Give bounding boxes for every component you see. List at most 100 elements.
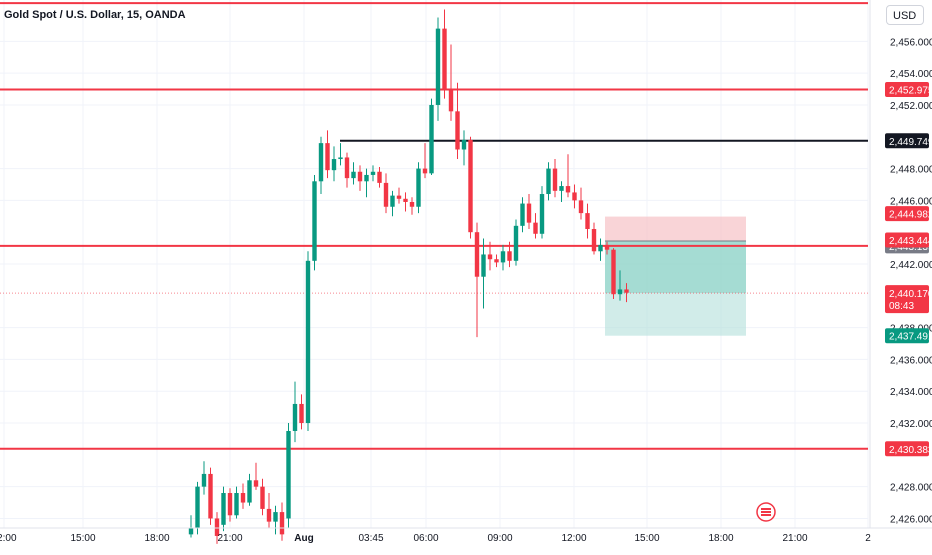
candle-body (455, 111, 460, 150)
candle-body (539, 194, 545, 234)
x-tick-label: 12:00 (0, 533, 17, 544)
candle-body (240, 493, 246, 503)
x-tick-label: 18:00 (708, 533, 733, 544)
candle-body (487, 254, 493, 260)
candle-body (468, 139, 473, 233)
candle-body (299, 403, 304, 424)
current-price-label: 2,440.170 (889, 289, 932, 300)
candle-body (227, 493, 233, 516)
candle-body (292, 403, 298, 431)
candle-body (500, 251, 506, 263)
target-price-label-bg (885, 328, 929, 344)
profit-zone-filled[interactable] (605, 241, 746, 294)
candle-body (357, 171, 363, 182)
x-tick-label: 15:00 (70, 533, 95, 544)
candle-body (409, 201, 415, 207)
candle-body (396, 195, 402, 199)
candle-body (403, 198, 408, 202)
candle-body (344, 157, 350, 179)
candle-body (208, 473, 213, 519)
stop-price-label: 2,444.982 (889, 210, 932, 221)
level-price-label-bg (885, 441, 929, 457)
y-tick-label: 2,428.000 (890, 483, 932, 494)
candle-body (461, 139, 467, 150)
x-tick-label: 2 (865, 533, 871, 544)
candle-body (273, 512, 278, 522)
y-tick-label: 2,432.000 (890, 419, 932, 430)
candle-body (305, 260, 311, 424)
currency-selector[interactable]: USD (886, 5, 924, 25)
y-tick-label: 2,456.000 (890, 37, 932, 48)
candle-body (533, 222, 538, 234)
level-price-label: 2,430.383 (889, 445, 932, 456)
x-tick-label: 15:00 (634, 533, 659, 544)
candle-body (598, 244, 603, 252)
x-tick-label: 09:00 (487, 533, 512, 544)
candle-body (494, 259, 499, 263)
candle-body (318, 143, 324, 182)
candle-body (591, 229, 597, 252)
candle-body (617, 289, 623, 295)
level-price-label-bg (885, 81, 929, 97)
candle-body (370, 171, 376, 175)
stop-price-label-bg (885, 206, 929, 222)
target-zone[interactable] (605, 293, 746, 336)
candle-body (474, 232, 480, 277)
x-tick-label: 03:45 (358, 533, 383, 544)
y-tick-label: 2,446.000 (890, 196, 932, 207)
level-price-label: 2,449.749 (889, 137, 932, 148)
x-tick-label: 06:00 (413, 533, 438, 544)
candle-body (279, 512, 285, 535)
y-tick-label: 2,448.000 (890, 165, 932, 176)
y-tick-label: 2,426.000 (890, 514, 932, 525)
candle-body (552, 168, 558, 191)
target-price-label: 2,437.491 (889, 332, 932, 343)
candle-body (266, 508, 272, 522)
candle-body (559, 186, 564, 191)
candle-body (572, 192, 577, 201)
stop-loss-zone[interactable] (605, 216, 746, 242)
entry-price-label-bg (885, 232, 929, 248)
candle-body (253, 480, 259, 487)
entry-price-label: 2,443.444 (889, 236, 932, 247)
candle-body (624, 289, 629, 293)
candle-body (214, 518, 220, 536)
candle-body (221, 493, 226, 525)
candle-body (383, 182, 389, 207)
candle-body (312, 181, 317, 261)
candle-body (260, 486, 265, 509)
x-tick-label: 12:00 (561, 533, 586, 544)
candle-body (286, 430, 291, 519)
candle-body (195, 486, 200, 528)
candles (188, 9, 629, 544)
candle-body (546, 168, 551, 195)
y-tick-label: 2,434.000 (890, 387, 932, 398)
candle-body (442, 28, 447, 90)
level-price-label: 2,452.975 (889, 85, 932, 96)
candle-body (331, 159, 337, 171)
candle-body (247, 480, 252, 503)
candle-body (520, 203, 525, 226)
candle-body (611, 249, 616, 295)
flag-icon[interactable] (756, 502, 776, 522)
candle-body (338, 157, 343, 160)
price-labels: 2,452.9752,449.7492,443.1392,430.3832,44… (885, 81, 932, 457)
current-price-label-bg (885, 285, 929, 314)
candle-body (234, 493, 239, 516)
candle-body (351, 171, 356, 179)
candle-body (188, 528, 194, 535)
y-tick-label: 2,436.000 (890, 355, 932, 366)
candle-body (422, 168, 428, 174)
candle-body (604, 244, 610, 250)
level-price-label-bg (885, 133, 929, 149)
position-zones (605, 216, 746, 336)
candle-body (481, 254, 486, 277)
x-tick-label: 21:00 (217, 533, 242, 544)
candle-body (429, 104, 434, 174)
candle-body (507, 251, 512, 261)
x-tick-label: 21:00 (782, 533, 807, 544)
candle-body (377, 171, 382, 183)
candle-body (416, 168, 421, 207)
